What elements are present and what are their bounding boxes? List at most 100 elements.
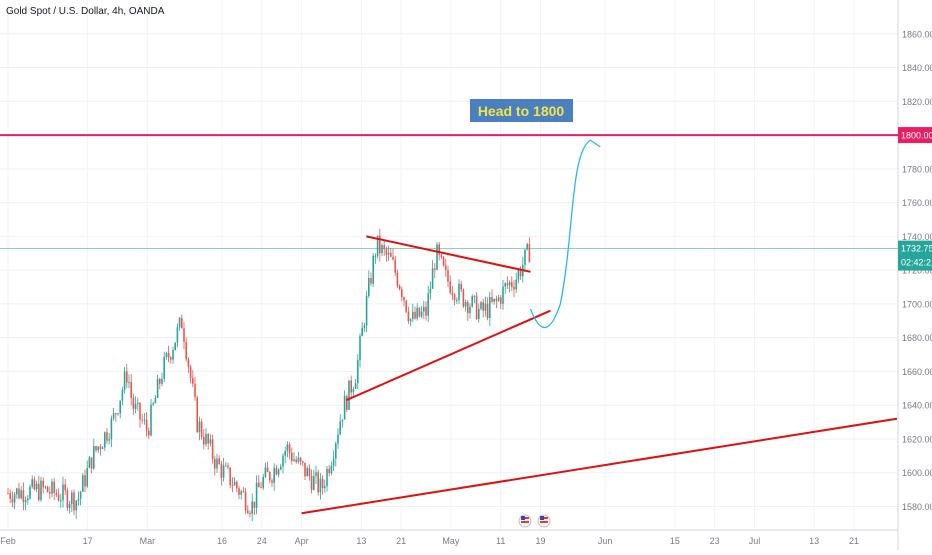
candle-body [227, 465, 229, 468]
time-tick-label: Mar [140, 536, 156, 546]
candle-body [407, 311, 410, 322]
candle-body [174, 342, 176, 351]
candle-body [251, 501, 253, 514]
candle-body [425, 306, 427, 316]
candle-body [478, 308, 480, 320]
candle-body [396, 272, 399, 286]
candle-body [308, 468, 311, 476]
candle-body [464, 301, 467, 307]
candle-body [291, 452, 293, 461]
candle-body [293, 459, 295, 461]
candle-body [462, 289, 465, 307]
candle-body [352, 388, 355, 393]
candle-body [161, 378, 163, 384]
candle-body [341, 419, 344, 422]
candle-body [436, 244, 438, 270]
candle-body [471, 296, 473, 307]
candle-body [93, 445, 95, 469]
candle-body [104, 432, 106, 448]
annotation-label[interactable]: Head to 1800 [470, 99, 573, 122]
us-event-flag-icon [521, 516, 525, 520]
candle-body [418, 307, 421, 317]
candle-body [71, 492, 73, 505]
candle-body [236, 481, 238, 489]
time-tick-label: 24 [257, 536, 267, 546]
time-tick-label: 21 [849, 536, 859, 546]
candle-body [368, 278, 370, 297]
candle-body [354, 383, 357, 389]
candle-body [163, 356, 165, 379]
annotation-text: Head to 1800 [478, 103, 565, 119]
countdown-label: 02:42:21 [901, 258, 932, 268]
candle-body [209, 439, 212, 444]
candle-body [203, 436, 205, 445]
candle-body [145, 419, 148, 431]
candle-body [480, 302, 482, 309]
candle-body [40, 480, 42, 500]
candle-body [137, 402, 139, 404]
candle-body [513, 286, 515, 290]
price-tick-label: 1760.000 [902, 198, 932, 208]
candle-body [394, 259, 396, 273]
candle-body [403, 297, 405, 301]
candle-body [365, 296, 368, 326]
candle-body [348, 380, 350, 410]
time-tick-label: 11 [496, 536, 505, 546]
candle-body [431, 268, 434, 289]
candle-body [324, 486, 326, 488]
candle-body [218, 458, 220, 465]
annotation-box [470, 99, 573, 122]
time-tick-label: 23 [710, 536, 720, 546]
candle-body [401, 289, 403, 298]
candle-body [152, 403, 154, 405]
candle-body [134, 403, 137, 409]
time-tick-label: 13 [809, 536, 819, 546]
candle-body [282, 455, 284, 467]
level-price-label: 1800.000 [901, 131, 932, 141]
price-tick-label: 1620.000 [902, 434, 932, 444]
candle-body [154, 397, 157, 404]
candle-body [383, 245, 385, 249]
candle-body [339, 421, 341, 435]
candle-body [77, 498, 80, 501]
us-event-flag-icon [540, 516, 544, 520]
candle-body [398, 285, 401, 290]
candle-body [497, 297, 500, 301]
candle-body [167, 353, 170, 358]
candle-body [297, 457, 300, 463]
candle-body [229, 467, 231, 486]
candle-body [9, 493, 11, 499]
candle-body [55, 493, 58, 495]
candle-body [231, 485, 234, 487]
candle-body [18, 488, 20, 499]
candle-body [286, 444, 289, 451]
candle-body [440, 254, 443, 258]
candle-body [222, 465, 225, 478]
price-tick-label: 1660.000 [902, 367, 932, 377]
symbol-title: Gold Spot / U.S. Dollar, 4h, OANDA [6, 6, 165, 17]
candle-body [95, 445, 97, 451]
time-tick-label: 16 [217, 536, 227, 546]
candle-body [524, 249, 526, 265]
candle-body [88, 457, 91, 468]
candle-body [427, 293, 429, 316]
candle-body [445, 265, 447, 271]
time-tick-label: Feb [0, 536, 16, 546]
candle-body [198, 421, 201, 433]
price-tick-label: 1640.000 [902, 401, 932, 411]
candle-body [143, 419, 146, 421]
candle-body [211, 439, 214, 459]
candle-body [326, 468, 328, 487]
candle-body [486, 303, 489, 318]
candle-body [110, 418, 113, 440]
candle-body [310, 475, 313, 490]
candle-body [225, 465, 227, 467]
time-tick-label: Apr [295, 536, 309, 546]
candle-body [258, 482, 260, 488]
candle-body [423, 306, 425, 312]
candle-body [123, 371, 126, 390]
price-tick-label: 1720.000 [902, 266, 932, 276]
candle-body [306, 468, 308, 477]
